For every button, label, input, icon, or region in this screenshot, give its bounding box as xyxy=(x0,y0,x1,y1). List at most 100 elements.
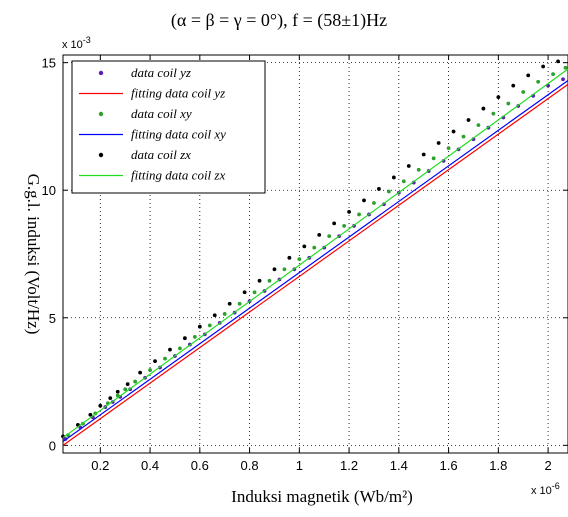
x-tick-label: 1.6 xyxy=(440,458,458,473)
data-point xyxy=(536,79,541,84)
legend: data coil yz fitting data coil yz data coi… xyxy=(71,60,266,194)
y-exponent-label: x 10-3 xyxy=(62,35,91,51)
data-point xyxy=(98,403,103,408)
data-point xyxy=(476,123,481,128)
data-point xyxy=(327,234,332,239)
legend-entry: fitting data coil xy xyxy=(131,127,226,142)
data-point xyxy=(446,146,451,151)
legend-entry: fitting data coil yz xyxy=(131,86,225,101)
series-5 xyxy=(62,68,568,439)
x-tick-label: 1 xyxy=(296,458,303,473)
x-tick-label: 0.4 xyxy=(141,458,159,473)
data-point xyxy=(133,379,138,384)
x-tick-label: 1.2 xyxy=(340,458,358,473)
legend-swatch-marker xyxy=(98,111,104,117)
data-point xyxy=(88,412,93,417)
data-point xyxy=(386,189,391,194)
data-point xyxy=(282,267,287,272)
data-point xyxy=(342,224,347,228)
data-point xyxy=(466,118,471,122)
data-point xyxy=(551,72,555,77)
data-point xyxy=(138,370,143,375)
x-tick-label: 1.4 xyxy=(390,458,408,473)
series-layer xyxy=(61,59,568,446)
data-point xyxy=(347,210,351,214)
data-point xyxy=(506,101,511,106)
y-tick-label: 15 xyxy=(42,56,56,71)
data-point xyxy=(272,267,277,272)
data-point xyxy=(362,198,366,203)
data-point xyxy=(391,175,396,180)
y-axis-label: G.g.l. induksi (Volt/Hz) xyxy=(24,174,43,335)
data-point xyxy=(563,65,568,70)
data-point xyxy=(252,290,257,295)
data-point xyxy=(153,359,157,364)
fit-line xyxy=(62,80,568,443)
fit-line xyxy=(62,83,568,446)
data-point xyxy=(461,134,466,139)
x-exponent-label: x 10-6 xyxy=(531,481,560,497)
data-point xyxy=(496,95,501,99)
data-point xyxy=(541,64,546,69)
data-point xyxy=(123,387,128,392)
data-point xyxy=(302,244,307,249)
x-tick-label: 2 xyxy=(544,458,551,473)
data-point xyxy=(377,187,381,191)
data-point xyxy=(511,83,516,88)
legend-swatch-marker xyxy=(98,152,104,158)
data-point xyxy=(312,245,317,250)
data-point xyxy=(521,90,526,94)
data-point xyxy=(207,323,212,328)
y-tick-label: 5 xyxy=(49,311,56,326)
data-point xyxy=(212,313,217,318)
legend-entry: data coil yz xyxy=(131,65,191,80)
y-tick-label: 0 xyxy=(49,438,56,453)
data-point xyxy=(267,278,272,283)
x-tick-label: 0.8 xyxy=(241,458,259,473)
data-point xyxy=(561,77,565,82)
data-point xyxy=(163,356,167,361)
data-point xyxy=(192,335,197,339)
data-point xyxy=(357,212,361,217)
data-point xyxy=(317,232,322,237)
data-point xyxy=(287,255,292,260)
data-point xyxy=(297,257,302,262)
axis-ticks: 0.2 0.4 0.6 0.8 1 1.2 1.4 1.6 1.8 2 0 5 10 15 xyxy=(42,55,568,473)
legend-entry: fitting data coil zx xyxy=(131,168,225,183)
x-tick-label: 1.8 xyxy=(489,458,507,473)
fit-line xyxy=(62,68,568,439)
data-point xyxy=(401,179,406,184)
legend-swatch-marker xyxy=(98,70,104,76)
legend-box xyxy=(71,60,266,194)
data-point xyxy=(178,346,182,351)
data-point xyxy=(222,312,227,316)
data-point xyxy=(372,201,376,205)
chart-title: (α = β = γ = 0°), f = (58±1)Hz xyxy=(171,10,387,31)
x-tick-label: 0.2 xyxy=(91,458,109,473)
data-point xyxy=(242,290,247,295)
data-point xyxy=(431,156,436,161)
data-point xyxy=(451,129,456,134)
data-point xyxy=(197,324,202,329)
legend-entry: data coil zx xyxy=(131,147,191,162)
data-point xyxy=(491,111,496,116)
y-tick-label: 10 xyxy=(42,183,56,198)
data-point xyxy=(481,106,486,111)
data-point xyxy=(115,389,120,394)
legend-entry: data coil xy xyxy=(131,106,192,121)
data-point xyxy=(182,336,187,341)
data-point xyxy=(168,347,172,352)
x-axis-label: Induksi magnetik (Wb/m²) xyxy=(231,487,413,506)
data-point xyxy=(237,301,242,306)
series-1 xyxy=(62,83,568,446)
data-point xyxy=(421,152,426,157)
data-point xyxy=(526,73,531,78)
data-point xyxy=(108,396,113,401)
data-point xyxy=(125,382,130,387)
data-point xyxy=(227,301,232,306)
data-point xyxy=(556,59,560,64)
data-point xyxy=(148,368,152,372)
data-point xyxy=(416,167,421,172)
data-point xyxy=(257,278,262,283)
